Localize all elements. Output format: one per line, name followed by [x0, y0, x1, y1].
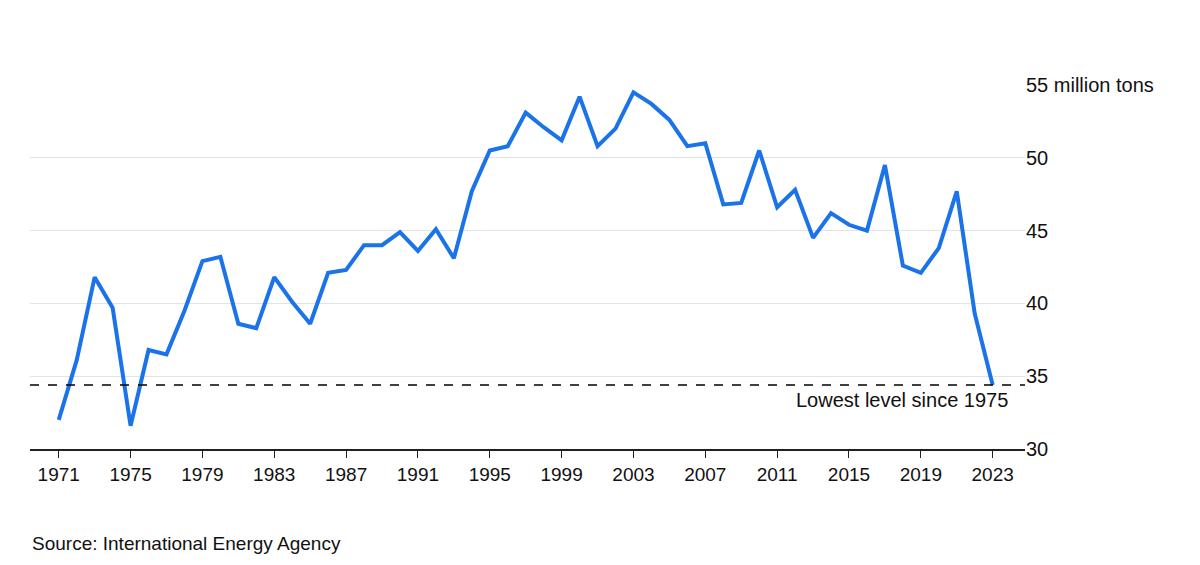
svg-text:30: 30: [1026, 438, 1048, 460]
svg-text:1975: 1975: [109, 464, 151, 485]
svg-text:1971: 1971: [38, 464, 80, 485]
svg-text:45: 45: [1026, 220, 1048, 242]
svg-text:1991: 1991: [397, 464, 439, 485]
svg-text:1987: 1987: [325, 464, 367, 485]
svg-text:55 million tons: 55 million tons: [1026, 74, 1154, 96]
svg-text:Lowest level since 1975: Lowest level since 1975: [796, 389, 1008, 411]
svg-text:2023: 2023: [972, 464, 1014, 485]
svg-text:2011: 2011: [757, 464, 798, 485]
svg-text:2015: 2015: [828, 464, 870, 485]
svg-text:35: 35: [1026, 365, 1048, 387]
svg-text:2019: 2019: [900, 464, 942, 485]
svg-text:1979: 1979: [181, 464, 223, 485]
svg-text:1983: 1983: [253, 464, 295, 485]
svg-text:2007: 2007: [684, 464, 726, 485]
svg-text:50: 50: [1026, 147, 1048, 169]
svg-text:40: 40: [1026, 292, 1048, 314]
svg-text:1999: 1999: [540, 464, 582, 485]
svg-text:2003: 2003: [612, 464, 654, 485]
svg-text:1995: 1995: [469, 464, 511, 485]
svg-text:Source: International Energy A: Source: International Energy Agency: [32, 533, 341, 554]
